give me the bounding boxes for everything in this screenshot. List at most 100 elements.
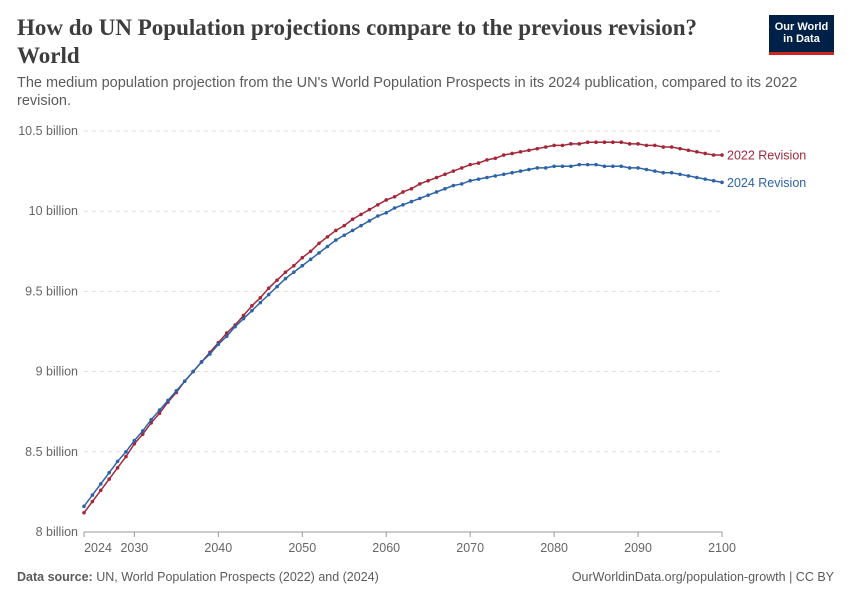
data-point bbox=[216, 342, 221, 347]
data-point bbox=[98, 488, 103, 493]
data-point bbox=[518, 150, 523, 154]
data-source-text[interactable]: UN, World Population Prospects (2022) an… bbox=[96, 570, 379, 584]
data-point bbox=[98, 482, 103, 486]
data-point bbox=[569, 142, 573, 146]
data-point bbox=[300, 255, 305, 260]
data-point bbox=[493, 174, 498, 178]
data-point bbox=[241, 316, 246, 321]
data-point bbox=[627, 142, 632, 146]
data-point bbox=[468, 162, 472, 167]
data-point bbox=[468, 178, 472, 183]
data-point bbox=[208, 352, 212, 356]
data-point bbox=[602, 164, 607, 169]
data-point bbox=[476, 161, 481, 165]
data-point bbox=[661, 170, 666, 175]
data-point bbox=[485, 158, 489, 162]
series-label: 2024 Revision bbox=[727, 176, 806, 190]
data-point bbox=[409, 186, 414, 191]
data-point bbox=[392, 194, 397, 199]
data-point bbox=[132, 438, 137, 443]
data-point bbox=[443, 186, 447, 191]
data-point bbox=[250, 304, 254, 308]
data-point bbox=[275, 284, 279, 289]
data-point bbox=[90, 499, 95, 504]
data-point bbox=[107, 477, 111, 481]
data-point bbox=[543, 166, 548, 170]
data-point bbox=[283, 276, 288, 281]
data-point bbox=[711, 178, 716, 183]
data-point bbox=[182, 379, 187, 384]
y-tick-label: 9.5 billion bbox=[25, 284, 78, 298]
data-point bbox=[426, 193, 430, 197]
data-point bbox=[661, 145, 666, 149]
data-source: Data source: UN, World Population Prospe… bbox=[17, 570, 379, 584]
data-point bbox=[384, 211, 389, 215]
data-point bbox=[711, 153, 716, 157]
series-label: 2022 Revision bbox=[727, 149, 806, 163]
data-point bbox=[300, 263, 305, 268]
data-point bbox=[140, 432, 145, 436]
data-point bbox=[678, 146, 682, 151]
data-point bbox=[552, 143, 556, 148]
data-point bbox=[434, 190, 439, 194]
data-point bbox=[451, 169, 456, 173]
data-point bbox=[644, 143, 649, 148]
x-tick-label: 2040 bbox=[204, 541, 232, 555]
data-point bbox=[241, 313, 246, 318]
data-point bbox=[585, 162, 590, 167]
data-point bbox=[199, 360, 204, 364]
data-point bbox=[308, 257, 313, 262]
data-point bbox=[350, 217, 355, 222]
data-point bbox=[292, 270, 296, 274]
data-point bbox=[166, 398, 170, 403]
x-tick-label: 2070 bbox=[456, 541, 484, 555]
data-point bbox=[350, 228, 355, 233]
data-point bbox=[417, 182, 422, 186]
data-point bbox=[669, 145, 674, 149]
data-point bbox=[476, 177, 481, 181]
x-tick-label: 2090 bbox=[624, 541, 652, 555]
data-point bbox=[678, 172, 682, 177]
data-point bbox=[334, 238, 338, 242]
data-point bbox=[233, 324, 237, 329]
data-point bbox=[308, 249, 313, 254]
data-point bbox=[401, 202, 405, 207]
data-point bbox=[367, 219, 372, 223]
credit-link[interactable]: OurWorldinData.org/population-growth | C… bbox=[571, 570, 834, 584]
data-point bbox=[535, 166, 540, 170]
owid-logo[interactable]: Our World in Data bbox=[769, 15, 834, 55]
data-point bbox=[258, 300, 263, 305]
y-tick-label: 9 billion bbox=[36, 365, 78, 379]
x-tick-label: 2060 bbox=[372, 541, 400, 555]
data-point bbox=[459, 166, 464, 170]
data-point bbox=[627, 166, 632, 170]
x-tick-label: 2100 bbox=[708, 541, 736, 555]
data-point bbox=[720, 180, 724, 185]
data-point bbox=[552, 164, 556, 169]
data-point bbox=[543, 145, 548, 149]
data-point bbox=[124, 450, 128, 454]
data-point bbox=[560, 143, 565, 148]
data-point bbox=[527, 167, 531, 172]
data-point bbox=[317, 241, 321, 246]
data-point bbox=[720, 153, 724, 157]
chart-title: How do UN Population projections compare… bbox=[17, 15, 698, 68]
data-point bbox=[695, 150, 699, 154]
data-point bbox=[124, 454, 128, 459]
data-point bbox=[325, 235, 330, 239]
x-tick-label: 2080 bbox=[540, 541, 568, 555]
data-point bbox=[191, 369, 195, 374]
data-point bbox=[140, 429, 145, 433]
y-tick-label: 8.5 billion bbox=[25, 445, 78, 459]
data-point bbox=[669, 170, 674, 175]
data-point bbox=[686, 174, 691, 178]
chart-subtitle: The medium population projection from th… bbox=[17, 75, 798, 109]
data-point bbox=[585, 140, 590, 145]
data-point bbox=[367, 207, 372, 212]
data-point bbox=[619, 140, 624, 145]
data-point bbox=[334, 228, 338, 233]
data-point bbox=[376, 214, 380, 218]
data-point bbox=[501, 153, 506, 157]
data-point bbox=[594, 140, 598, 145]
